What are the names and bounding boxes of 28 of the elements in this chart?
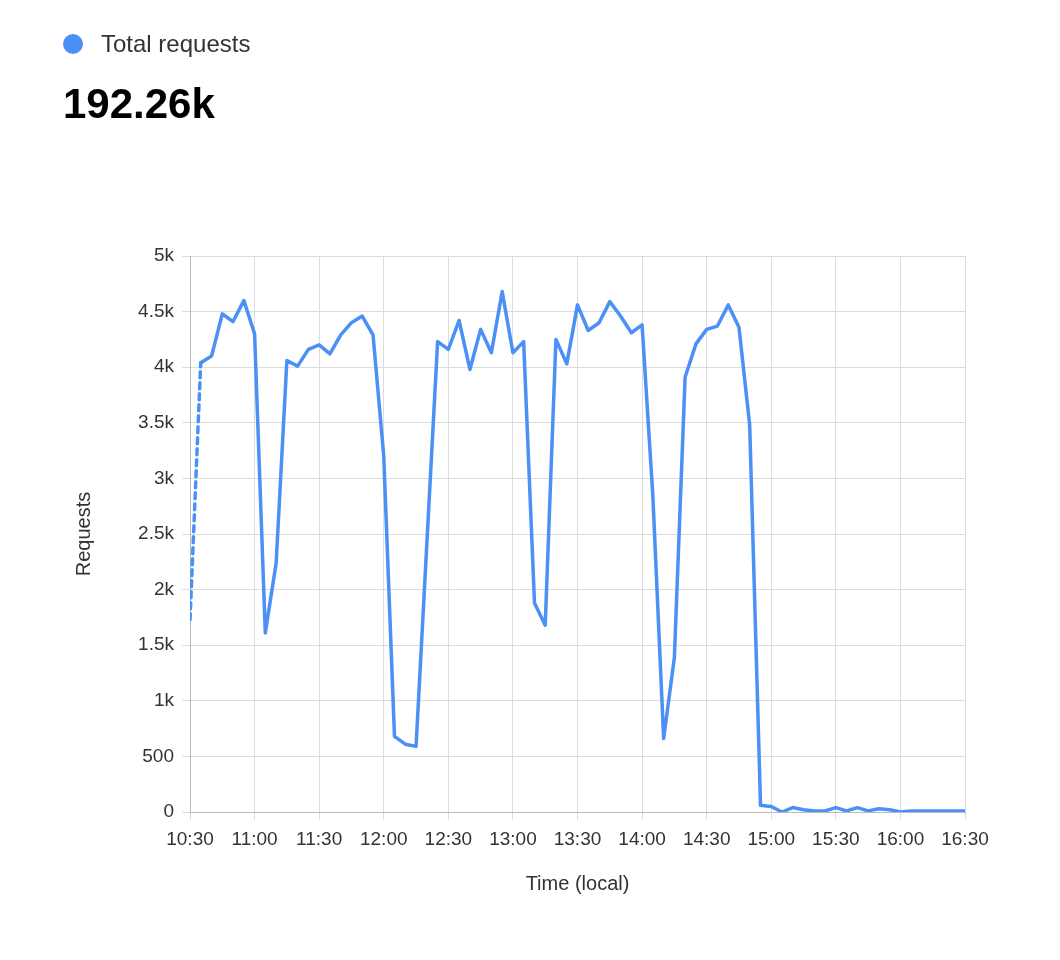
- y-tick-label: 4.5k: [138, 299, 175, 321]
- x-tick-label: 12:30: [424, 827, 473, 849]
- y-tick-label: 1k: [153, 689, 175, 711]
- y-tick-label: 4k: [153, 355, 175, 377]
- y-tick-label: 500: [142, 744, 174, 766]
- x-tick-label: 14:30: [682, 827, 731, 849]
- x-tick-label: 15:00: [747, 827, 796, 849]
- x-tick-label: 16:00: [876, 827, 925, 849]
- x-tick-label: 13:00: [489, 827, 537, 849]
- y-tick-label: 0: [163, 800, 174, 822]
- x-tick-label: 11:00: [231, 827, 278, 849]
- x-tick-label: 11:30: [296, 827, 343, 849]
- x-tick-label: 16:30: [941, 827, 989, 849]
- x-tick-label: 12:00: [359, 827, 408, 849]
- y-tick-label: 2k: [153, 577, 175, 599]
- x-axis-title: Time (local): [525, 871, 630, 894]
- x-tick-label: 15:30: [812, 827, 860, 849]
- y-tick-label: 3k: [153, 466, 175, 488]
- x-tick-label: 10:30: [166, 827, 214, 849]
- text: 192.26k: [63, 80, 216, 128]
- x-tick-label: 13:30: [553, 827, 602, 849]
- y-tick-label: 2.5k: [138, 522, 175, 544]
- legend-label: Total requests: [101, 30, 251, 58]
- y-axis-title: Requests: [71, 491, 94, 577]
- y-tick-label: 3.5k: [138, 411, 175, 433]
- x-tick-label: 14:00: [618, 827, 666, 849]
- y-tick-label: 1.5k: [138, 633, 175, 655]
- y-tick-label: 5k: [153, 244, 175, 266]
